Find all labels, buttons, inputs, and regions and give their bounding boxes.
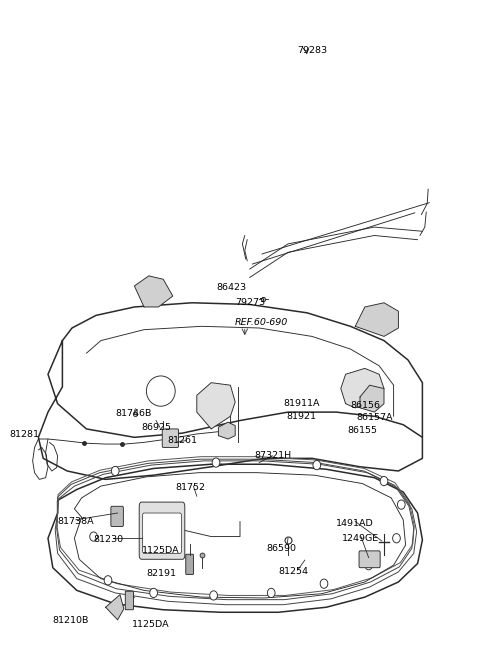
Text: 86423: 86423 xyxy=(216,283,246,292)
Text: 1491AD: 1491AD xyxy=(336,519,374,527)
FancyBboxPatch shape xyxy=(186,554,193,575)
Polygon shape xyxy=(48,464,422,612)
Text: 81281: 81281 xyxy=(10,430,39,440)
Polygon shape xyxy=(355,303,398,337)
Polygon shape xyxy=(106,594,124,620)
Text: 82191: 82191 xyxy=(146,569,177,578)
FancyBboxPatch shape xyxy=(359,551,380,567)
Text: 81746B: 81746B xyxy=(115,409,152,419)
Text: 81911A: 81911A xyxy=(283,400,320,408)
Text: 81738A: 81738A xyxy=(58,517,94,526)
Text: 79273: 79273 xyxy=(235,298,265,307)
Text: 86155: 86155 xyxy=(348,426,377,435)
Ellipse shape xyxy=(380,476,388,485)
Text: 87321H: 87321H xyxy=(254,451,291,461)
Ellipse shape xyxy=(313,461,321,470)
Ellipse shape xyxy=(320,579,328,588)
Text: 86157A: 86157A xyxy=(356,413,393,422)
Text: 81752: 81752 xyxy=(175,483,205,492)
Polygon shape xyxy=(38,340,422,480)
Ellipse shape xyxy=(212,458,220,467)
Text: 81254: 81254 xyxy=(278,567,308,577)
Text: 86925: 86925 xyxy=(142,422,172,432)
Text: 1249GE: 1249GE xyxy=(342,534,379,543)
Text: 1125DA: 1125DA xyxy=(132,621,169,629)
FancyBboxPatch shape xyxy=(111,506,123,527)
Polygon shape xyxy=(360,385,384,412)
Ellipse shape xyxy=(393,533,400,543)
Text: 81230: 81230 xyxy=(94,535,124,544)
Text: 81261: 81261 xyxy=(167,436,197,445)
Ellipse shape xyxy=(150,588,157,598)
Ellipse shape xyxy=(267,588,275,598)
Text: 79283: 79283 xyxy=(298,46,328,55)
Text: 81210B: 81210B xyxy=(53,616,89,625)
Text: 1125DA: 1125DA xyxy=(142,546,179,556)
Polygon shape xyxy=(341,369,384,408)
FancyBboxPatch shape xyxy=(125,591,133,609)
Text: 86156: 86156 xyxy=(350,401,380,410)
Ellipse shape xyxy=(90,532,97,541)
Ellipse shape xyxy=(210,591,217,600)
Ellipse shape xyxy=(104,576,112,585)
Polygon shape xyxy=(134,276,173,307)
Text: 81921: 81921 xyxy=(287,412,317,420)
Polygon shape xyxy=(197,382,235,429)
Polygon shape xyxy=(218,422,235,439)
Ellipse shape xyxy=(146,376,175,406)
FancyBboxPatch shape xyxy=(143,513,181,554)
Text: 86590: 86590 xyxy=(266,544,297,553)
FancyBboxPatch shape xyxy=(162,429,179,447)
Ellipse shape xyxy=(397,500,405,509)
Text: REF.60-690: REF.60-690 xyxy=(235,318,288,327)
FancyBboxPatch shape xyxy=(139,502,185,560)
Ellipse shape xyxy=(111,466,119,476)
Ellipse shape xyxy=(365,560,372,570)
